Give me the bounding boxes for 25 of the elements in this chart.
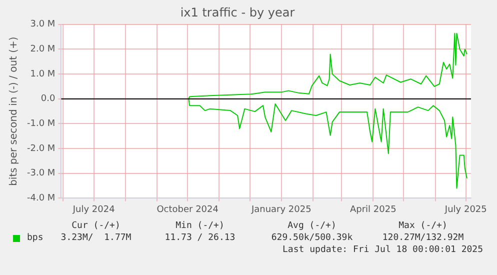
- y-tick-label: 2.0 M: [30, 44, 56, 55]
- x-tick-label: July 2024: [72, 204, 116, 215]
- y-tick-label: -2.0 M: [27, 144, 56, 154]
- text: Cur (-/+): [72, 221, 120, 231]
- y-tick-label: 1.0 M: [30, 69, 56, 80]
- chart-title: ix1 traffic - by year: [180, 5, 295, 20]
- y-axis-title: bits per second in (-) / out (+): [8, 36, 20, 186]
- x-tick-label: October 2024: [156, 204, 219, 215]
- text: Min (-/+): [176, 221, 224, 231]
- text: Avg (-/+): [288, 221, 336, 231]
- text: 629.50k/500.39k: [271, 233, 353, 243]
- y-tick-label: -4.0 M: [27, 194, 56, 204]
- text: Last update: Fri Jul 18 00:00:01 2025: [282, 245, 483, 255]
- text: 11.73 / 26.13: [164, 233, 236, 243]
- y-tick-label: 0.0: [40, 94, 56, 104]
- y-tick-label: -1.0 M: [27, 119, 56, 130]
- x-tick-label: January 2025: [250, 204, 312, 215]
- x-tick-label: July 2025: [444, 204, 487, 215]
- y-tick-label: -3.0 M: [27, 168, 56, 179]
- x-tick-label: April 2025: [350, 204, 396, 215]
- y-tick-label: 3.0 M: [30, 20, 56, 30]
- text: Max (-/+): [398, 221, 448, 231]
- legend-label: bps: [27, 233, 44, 243]
- text: 120.27M/132.92M: [382, 233, 464, 243]
- text: 3.23M/ 1.77M: [60, 233, 132, 243]
